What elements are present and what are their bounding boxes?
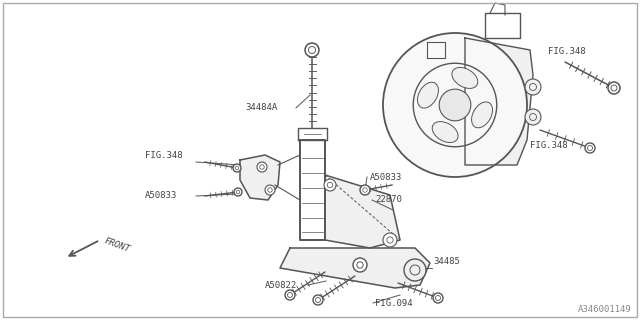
Text: A50822: A50822 — [265, 281, 297, 290]
Circle shape — [257, 162, 267, 172]
Circle shape — [525, 109, 541, 125]
Text: FIG.348: FIG.348 — [530, 140, 568, 149]
Text: FRONT: FRONT — [103, 236, 131, 254]
Circle shape — [265, 185, 275, 195]
Circle shape — [608, 82, 620, 94]
Ellipse shape — [472, 102, 493, 128]
Circle shape — [439, 89, 471, 121]
Circle shape — [305, 43, 319, 57]
Circle shape — [433, 293, 443, 303]
Circle shape — [404, 259, 426, 281]
Text: 34485: 34485 — [433, 258, 460, 267]
Circle shape — [324, 179, 336, 191]
Text: A50833: A50833 — [145, 191, 177, 201]
Text: A50833: A50833 — [370, 172, 403, 181]
Polygon shape — [280, 248, 430, 288]
Circle shape — [313, 295, 323, 305]
Circle shape — [353, 258, 367, 272]
Ellipse shape — [432, 122, 458, 142]
Circle shape — [383, 33, 527, 177]
Text: A346001149: A346001149 — [579, 305, 632, 314]
Text: FIG.348: FIG.348 — [145, 150, 182, 159]
Text: 22870: 22870 — [375, 196, 402, 204]
Circle shape — [525, 79, 541, 95]
Text: FIG.094: FIG.094 — [375, 299, 413, 308]
Circle shape — [585, 143, 595, 153]
Circle shape — [234, 188, 242, 196]
Polygon shape — [240, 155, 280, 200]
Circle shape — [233, 164, 241, 172]
Polygon shape — [465, 38, 533, 165]
Circle shape — [285, 290, 295, 300]
Circle shape — [383, 233, 397, 247]
Circle shape — [360, 185, 370, 195]
Text: 34484A: 34484A — [245, 103, 277, 113]
Text: FIG.348: FIG.348 — [548, 47, 586, 57]
Ellipse shape — [417, 82, 438, 108]
Ellipse shape — [452, 68, 478, 88]
Polygon shape — [325, 175, 400, 248]
